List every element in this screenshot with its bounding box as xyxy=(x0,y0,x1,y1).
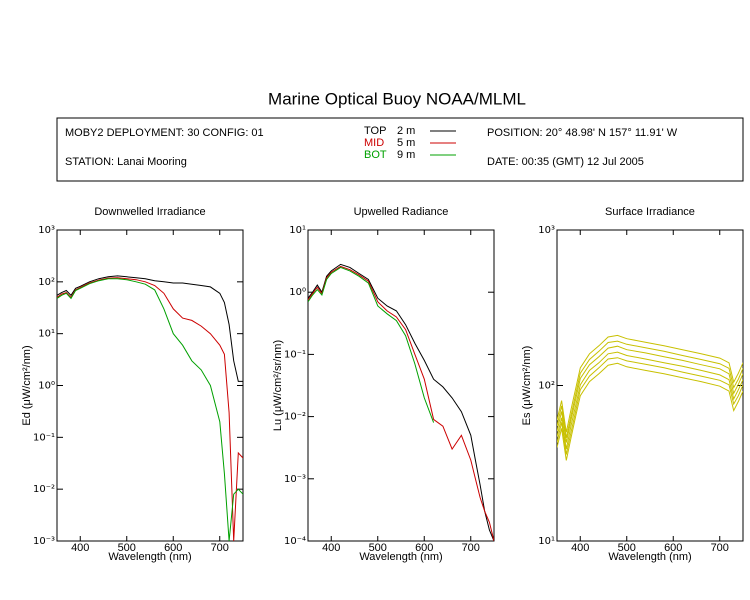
y-axis-label: Ed (μW/cm²/nm) xyxy=(21,345,33,425)
position: POSITION: 20° 48.98' N 157° 11.91' W xyxy=(487,127,678,139)
y-tick-label: 10⁰ xyxy=(289,287,306,298)
y-tick-label: 10⁻³ xyxy=(33,536,55,547)
x-tick-label: 600 xyxy=(164,542,182,554)
x-axis-label: Wavelength (nm) xyxy=(359,551,442,563)
deployment: MOBY2 DEPLOYMENT: 30 CONFIG: 01 xyxy=(65,127,264,139)
series-line xyxy=(308,263,494,541)
x-tick-label: 700 xyxy=(462,542,480,554)
y-tick-label: 10⁻¹ xyxy=(33,432,55,443)
legend-depth: 9 m xyxy=(397,149,415,161)
series-line xyxy=(557,334,743,433)
y-tick-label: 10⁻⁴ xyxy=(284,536,306,547)
legend-name: MID xyxy=(364,137,384,149)
y-tick-label: 10¹ xyxy=(538,536,555,547)
x-tick-label: 400 xyxy=(71,542,89,554)
series-line xyxy=(557,357,743,455)
x-tick-label: 600 xyxy=(415,542,433,554)
y-axis-label: Es (μW/cm²/nm) xyxy=(521,346,533,426)
series-line xyxy=(57,275,243,382)
page-title: Marine Optical Buoy NOAA/MLML xyxy=(268,89,526,108)
y-tick-label: 10³ xyxy=(38,225,55,236)
y-tick-label: 10⁻² xyxy=(284,412,306,423)
y-axis-label: Lu (μW/cm²/sr/nm) xyxy=(272,340,284,431)
chart-title: Downwelled Irradiance xyxy=(94,206,205,218)
y-tick-label: 10⁻² xyxy=(33,484,55,495)
x-tick-label: 500 xyxy=(369,542,387,554)
legend-name: TOP xyxy=(364,125,386,137)
series-line xyxy=(57,278,243,541)
series-line xyxy=(557,362,743,461)
series-line xyxy=(57,277,243,541)
y-tick-label: 10⁻¹ xyxy=(284,349,306,360)
series-line xyxy=(557,340,743,439)
series-line xyxy=(557,351,743,450)
x-tick-label: 400 xyxy=(571,542,589,554)
y-tick-label: 10¹ xyxy=(38,329,55,340)
series-line xyxy=(557,345,743,443)
plot-frame xyxy=(307,229,495,542)
x-tick-label: 400 xyxy=(322,542,340,554)
series-line xyxy=(308,265,494,541)
y-tick-label: 10² xyxy=(538,381,555,392)
info-box xyxy=(56,117,744,182)
x-axis-label: Wavelength (nm) xyxy=(608,551,691,563)
x-tick-label: 700 xyxy=(711,542,729,554)
x-tick-label: 700 xyxy=(211,542,229,554)
legend-name: BOT xyxy=(364,149,387,161)
y-tick-label: 10⁰ xyxy=(38,381,55,392)
y-tick-label: 10³ xyxy=(538,225,555,236)
y-tick-label: 10² xyxy=(38,277,55,288)
legend-depth: 5 m xyxy=(397,137,415,149)
x-tick-label: 500 xyxy=(618,542,636,554)
y-tick-label: 10¹ xyxy=(289,225,306,236)
chart-title: Upwelled Radiance xyxy=(354,206,449,218)
series-line xyxy=(308,266,435,423)
y-tick-label: 10⁻³ xyxy=(284,474,306,485)
x-tick-label: 500 xyxy=(118,542,136,554)
date: DATE: 00:35 (GMT) 12 Jul 2005 xyxy=(487,156,644,168)
x-axis-label: Wavelength (nm) xyxy=(108,551,191,563)
x-tick-label: 600 xyxy=(664,542,682,554)
station: STATION: Lanai Mooring xyxy=(65,156,187,168)
legend-depth: 2 m xyxy=(397,125,415,137)
chart-title: Surface Irradiance xyxy=(605,206,695,218)
